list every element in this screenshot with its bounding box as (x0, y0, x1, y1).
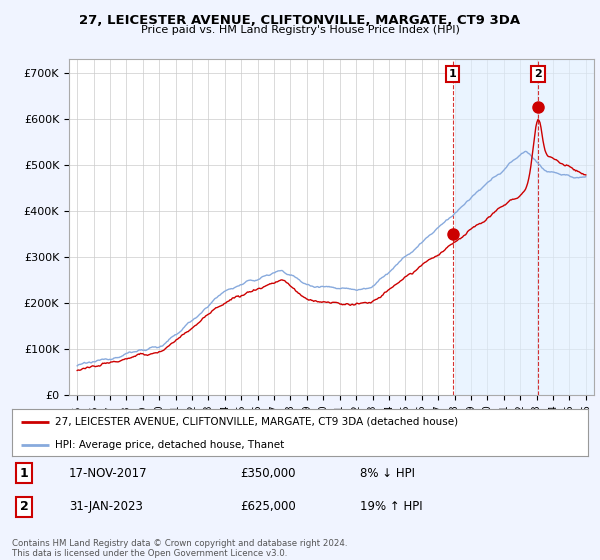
Text: 2: 2 (534, 69, 542, 79)
Text: 2: 2 (20, 500, 28, 514)
Bar (561, 59, 594, 395)
Text: Price paid vs. HM Land Registry's House Price Index (HPI): Price paid vs. HM Land Registry's House … (140, 25, 460, 35)
Text: 27, LEICESTER AVENUE, CLIFTONVILLE, MARGATE, CT9 3DA: 27, LEICESTER AVENUE, CLIFTONVILLE, MARG… (79, 14, 521, 27)
Text: 31-JAN-2023: 31-JAN-2023 (69, 500, 143, 514)
Text: 17-NOV-2017: 17-NOV-2017 (69, 466, 148, 480)
Text: 1: 1 (449, 69, 457, 79)
Text: £350,000: £350,000 (240, 466, 296, 480)
Text: HPI: Average price, detached house, Thanet: HPI: Average price, detached house, Than… (55, 440, 284, 450)
Text: £625,000: £625,000 (240, 500, 296, 514)
Bar (455, 59, 594, 395)
Text: 1: 1 (20, 466, 28, 480)
Text: 19% ↑ HPI: 19% ↑ HPI (360, 500, 422, 514)
Text: 8% ↓ HPI: 8% ↓ HPI (360, 466, 415, 480)
Text: 27, LEICESTER AVENUE, CLIFTONVILLE, MARGATE, CT9 3DA (detached house): 27, LEICESTER AVENUE, CLIFTONVILLE, MARG… (55, 417, 458, 427)
Text: Contains HM Land Registry data © Crown copyright and database right 2024.
This d: Contains HM Land Registry data © Crown c… (12, 539, 347, 558)
